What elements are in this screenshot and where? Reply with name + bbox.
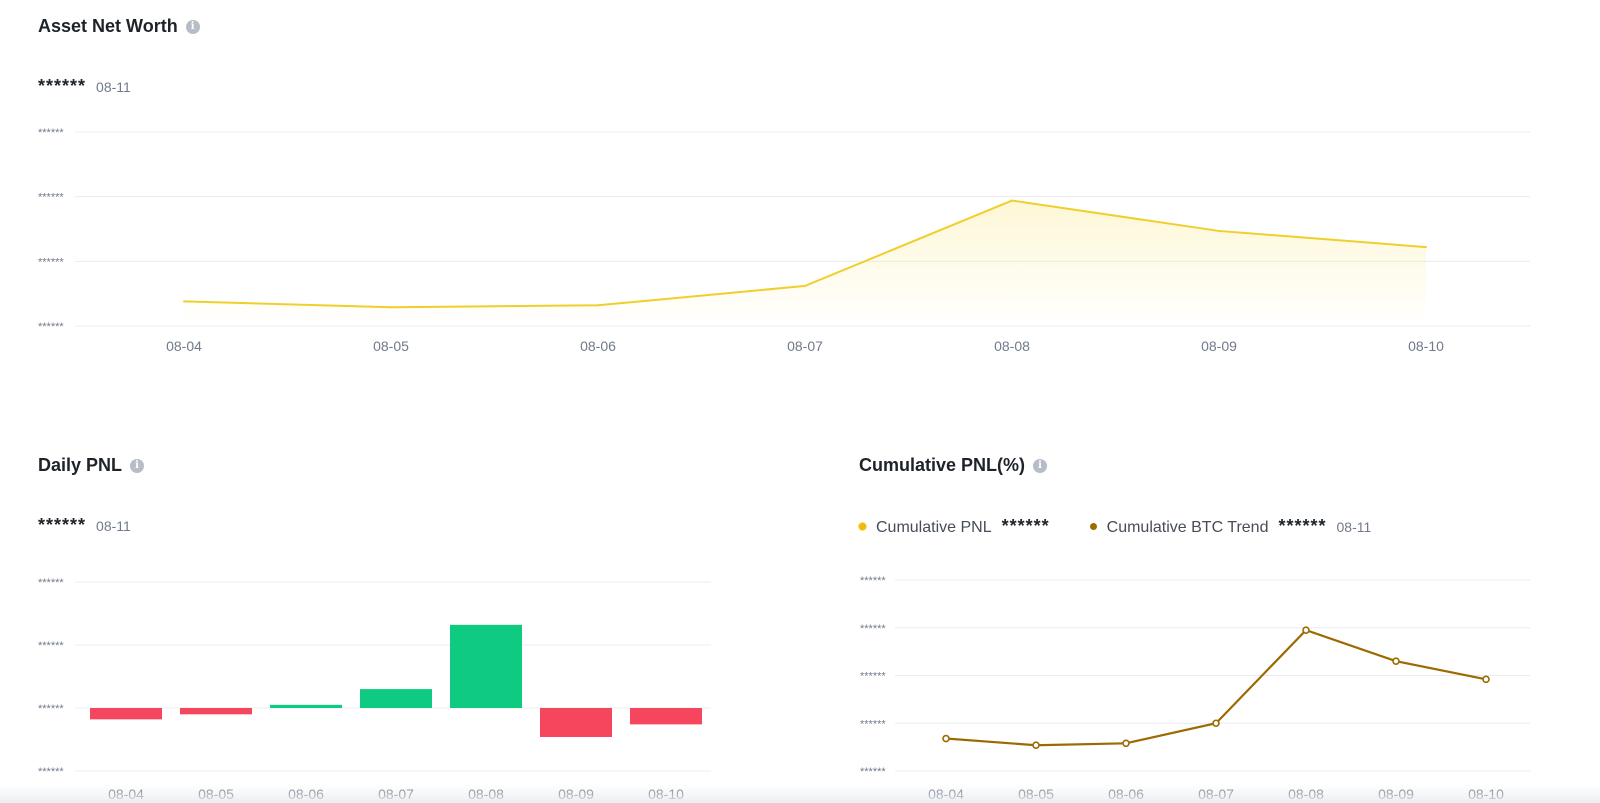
cumulative-line: [945, 628, 1487, 747]
legend-dot-icon: [1089, 523, 1097, 530]
daily-pnl-value: ******: [38, 515, 87, 535]
daily-pnl-bar: [180, 708, 252, 715]
x-tick-label: 08-06: [580, 338, 616, 354]
daily-pnl-title: Daily PNL i: [38, 455, 145, 476]
cumulative-point: [1482, 675, 1490, 684]
y-tick-label: ******: [860, 575, 886, 587]
cumulative-point: [1392, 657, 1400, 665]
net-worth-chart[interactable]: ****** ****** ****** ****** 08-04 08-05 08-06 0…: [0, 0, 1600, 380]
cumulative-point: [1032, 741, 1040, 750]
net-worth-point: [1011, 199, 1013, 202]
net-worth-point: [804, 284, 806, 287]
net-worth-point: [1425, 246, 1427, 249]
legend-item-btc-trend[interactable]: Cumulative BTC Trend ******: [1089, 516, 1327, 537]
net-worth-value: ******: [38, 76, 87, 96]
legend-value: ******: [1278, 516, 1327, 536]
info-icon[interactable]: i: [185, 19, 200, 34]
net-worth-point: [183, 300, 185, 303]
y-tick-label: ******: [38, 766, 64, 778]
daily-pnl-bar: [270, 704, 342, 708]
cumulative-date: 08-11: [1336, 519, 1372, 535]
x-tick-label: 08-10: [1408, 338, 1444, 354]
cumulative-legend: Cumulative PNL ****** Cumulative BTC Tre…: [859, 516, 1371, 537]
net-worth-summary: ****** 08-11: [38, 76, 131, 97]
x-tick-label: 08-04: [166, 338, 202, 354]
cumulative-pnl-title-text: Cumulative PNL(%): [859, 455, 1026, 475]
x-tick-label: 08-09: [1201, 338, 1237, 354]
net-worth-date: 08-11: [96, 79, 131, 95]
y-tick-label: ******: [38, 321, 64, 333]
net-worth-area: [184, 200, 1426, 326]
y-tick-label: ******: [38, 192, 64, 204]
legend-label: Cumulative PNL: [876, 519, 992, 536]
net-worth-point: [1218, 229, 1220, 232]
daily-pnl-summary: ****** 08-11: [38, 515, 131, 536]
cumulative-point: [1302, 626, 1310, 634]
y-tick-label: ******: [38, 256, 64, 268]
y-tick-label: ******: [860, 623, 886, 635]
net-worth-point: [390, 306, 392, 309]
daily-pnl-title-text: Daily PNL: [38, 455, 123, 475]
y-tick-label: ******: [860, 671, 886, 683]
daily-pnl-bar: [630, 708, 702, 725]
cumulative-pnl-title: Cumulative PNL(%) i: [859, 455, 1048, 476]
y-tick-label: ******: [38, 577, 64, 589]
cumulative-point: [942, 734, 950, 743]
daily-pnl-bar: [450, 624, 522, 708]
net-worth-title: Asset Net Worth i: [38, 16, 200, 37]
y-tick-label: ******: [38, 703, 64, 715]
x-tick-label: 08-05: [373, 338, 409, 354]
cumulative-point: [1122, 739, 1130, 748]
x-tick-label: 08-08: [994, 338, 1030, 354]
bottom-fade: [0, 785, 1600, 803]
info-icon[interactable]: i: [130, 458, 145, 473]
legend-value: ******: [1001, 516, 1050, 536]
y-tick-label: ******: [860, 718, 886, 730]
daily-pnl-bar: [540, 708, 612, 737]
daily-pnl-bar: [360, 689, 432, 708]
y-tick-label: ******: [38, 127, 64, 139]
net-worth-title-text: Asset Net Worth: [38, 16, 178, 36]
daily-pnl-date: 08-11: [96, 518, 131, 534]
x-tick-label: 08-07: [787, 338, 823, 354]
legend-dot-icon: [859, 523, 866, 530]
legend-label: Cumulative BTC Trend: [1106, 519, 1269, 536]
legend-item-cumulative-pnl[interactable]: Cumulative PNL ******: [859, 516, 1050, 537]
y-tick-label: ******: [38, 640, 64, 652]
info-icon[interactable]: i: [1033, 458, 1048, 473]
y-tick-label: ******: [860, 766, 886, 778]
cumulative-point: [1212, 719, 1220, 728]
net-worth-point: [597, 304, 599, 307]
daily-pnl-bar: [90, 708, 162, 720]
